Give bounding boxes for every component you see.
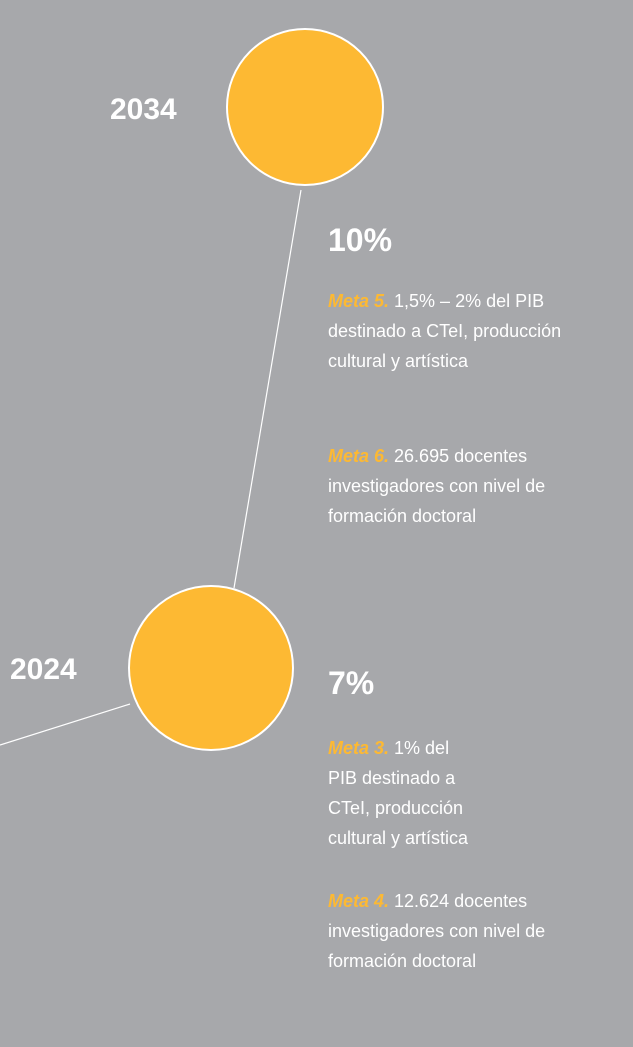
goal-line: formación doctoral [328, 501, 545, 531]
goal-line-text: destinado a CTeI, producción [328, 321, 562, 341]
goal-line-text: formación doctoral [328, 506, 477, 526]
year-label: 2024 [10, 653, 77, 686]
goal-line-text: 12.624 docentes [394, 891, 528, 911]
goal-line-text: cultural y artística [328, 351, 469, 371]
goal-line: Meta 5. 1,5% – 2% del PIB [328, 286, 561, 316]
goal-line-text: formación doctoral [328, 951, 477, 971]
goal-line-text: 1% del [394, 738, 450, 758]
goal-text: Meta 4. 12.624 docentes investigadores con… [328, 886, 545, 976]
goal-line: PIB destinado a [328, 763, 468, 793]
goal-label: Meta 5. [328, 291, 390, 311]
goal-line: formación doctoral [328, 946, 545, 976]
goal-line: Meta 3. 1% del [328, 733, 468, 763]
connector [233, 189, 302, 589]
milestone-circle [226, 28, 384, 186]
goal-label: Meta 3. [328, 738, 390, 758]
goal-line: Meta 4. 12.624 docentes [328, 886, 545, 916]
goal-text: Meta 3. 1% del PIB destinado a CTeI, produc… [328, 733, 468, 853]
goal-line-text: CTeI, producción [328, 798, 464, 818]
goal-line-text: PIB destinado a [328, 768, 456, 788]
goal-line-text: investigadores con nivel de [328, 476, 546, 496]
year-label: 2034 [110, 93, 177, 126]
percent-label: 10% [328, 222, 393, 258]
goal-line: destinado a CTeI, producción [328, 316, 561, 346]
goal-line: cultural y artística [328, 346, 561, 376]
goal-text: Meta 6. 26.695 docentes investigadores con… [328, 441, 545, 531]
goal-line: cultural y artística [328, 823, 468, 853]
goal-line: Meta 6. 26.695 docentes [328, 441, 545, 471]
goal-text: Meta 5. 1,5% – 2% del PIB destinado a CTeI… [328, 286, 561, 376]
milestone-circle [128, 585, 294, 751]
goal-label: Meta 4. [328, 891, 390, 911]
goal-line-text: 26.695 docentes [394, 446, 528, 466]
goal-line: investigadores con nivel de [328, 471, 545, 501]
goal-label: Meta 6. [328, 446, 390, 466]
percent-label: 7% [328, 665, 375, 701]
connector [0, 703, 131, 746]
goal-line: investigadores con nivel de [328, 916, 545, 946]
goal-line-text: 1,5% – 2% del PIB [394, 291, 545, 311]
goal-line: CTeI, producción [328, 793, 468, 823]
goal-line-text: investigadores con nivel de [328, 921, 546, 941]
goal-line-text: cultural y artística [328, 828, 469, 848]
